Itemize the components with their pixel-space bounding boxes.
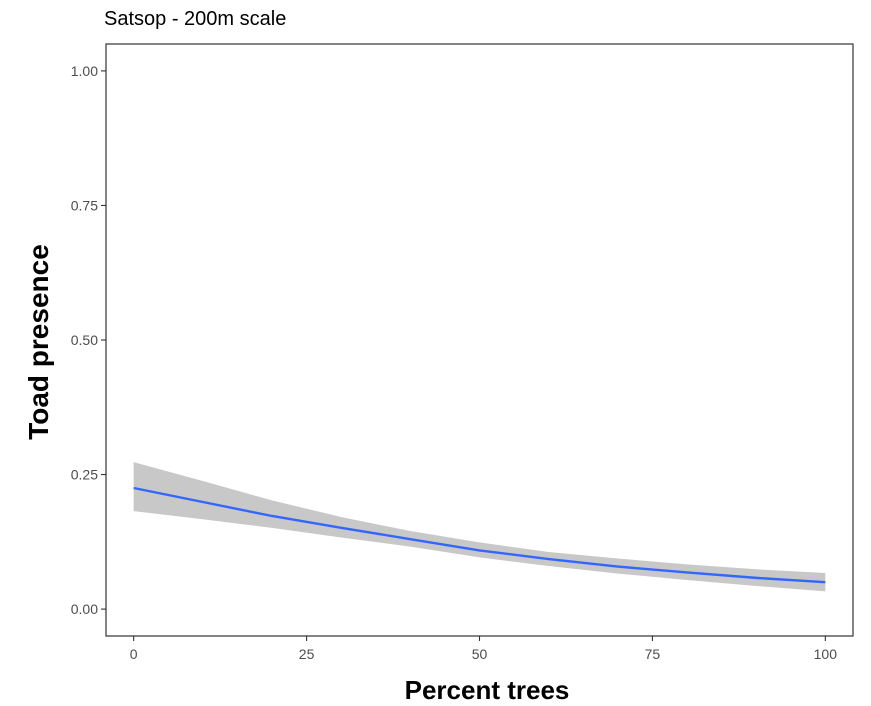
x-tick-label: 75 [645,646,661,662]
confidence-ribbon [133,462,826,592]
x-tick-label: 50 [472,646,488,662]
line-layer [133,486,826,584]
y-tick-label: 0.25 [71,467,98,483]
x-tick-label: 0 [130,646,138,662]
y-tick-label: 1.00 [71,63,98,79]
chart-title: Satsop - 200m scale [104,8,286,30]
y-axis-title: Toad presence [23,244,54,440]
series-line [133,486,826,584]
y-tick-label: 0.50 [71,332,98,348]
plot-area [105,43,854,637]
ribbon-layer [133,462,826,592]
y-tick-label: 0.75 [71,197,98,213]
y-tick-label: 0.00 [71,601,98,617]
x-axis-title: Percent trees [405,675,570,705]
x-tick-label: 25 [299,646,315,662]
x-axis: 0 25 50 75 100 [130,636,837,662]
x-tick-label: 100 [814,646,838,662]
y-axis: 0.00 0.25 0.50 0.75 1.00 [71,63,106,617]
